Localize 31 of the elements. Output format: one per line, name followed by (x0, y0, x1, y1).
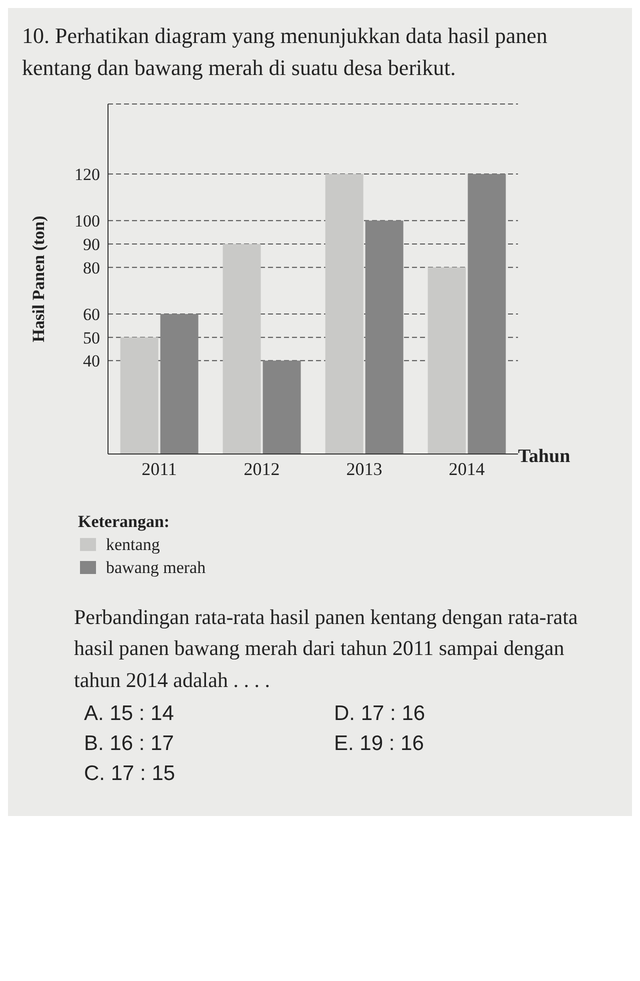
bar (325, 174, 364, 454)
y-tick-label: 80 (83, 258, 100, 278)
bar (365, 220, 404, 454)
y-tick-label: 50 (83, 328, 100, 348)
x-tick-label: 2014 (448, 458, 485, 479)
x-tick-label: 2012 (244, 458, 280, 479)
bar (120, 337, 158, 454)
bar (160, 314, 198, 454)
bar (468, 174, 506, 454)
x-axis-title: Tahun (518, 446, 570, 468)
y-tick-label: 120 (74, 164, 100, 184)
text: Perbandingan rata-rata hasil panen kentang dengan rata-rata hasil panen bawang merah dari tahun 2011 sampai dengan tahun 2014 adalah . . . . (73, 604, 579, 694)
bar (428, 267, 466, 454)
text: A. 15 : 14 (84, 702, 175, 726)
bar (222, 244, 261, 454)
y-tick-label: 60 (83, 304, 100, 324)
text: E. 19 : 16 (334, 732, 425, 756)
legend-label: bawang merah (106, 558, 206, 578)
bar (262, 360, 301, 454)
y-axis-title: Hasil Panen (ton) (29, 216, 48, 342)
y-tick-label: 90 (83, 234, 100, 254)
text: B. 16 : 17 (84, 732, 175, 756)
y-tick-label: 40 (83, 351, 100, 370)
y-tick-label: 100 (74, 211, 100, 230)
text: C. 17 : 15 (84, 762, 176, 786)
chart-title: 10. Perhatikan diagram yang menunjukkan data hasil panen kentang dan bawang merah di suatu desa berikut. (21, 22, 548, 82)
x-tick-label: 2013 (346, 458, 382, 479)
legend-label: kentang (106, 534, 160, 555)
text: D. 17 : 16 (334, 702, 426, 726)
legend-title: Keterangan: (78, 512, 171, 532)
x-tick-label: 2011 (142, 458, 177, 479)
